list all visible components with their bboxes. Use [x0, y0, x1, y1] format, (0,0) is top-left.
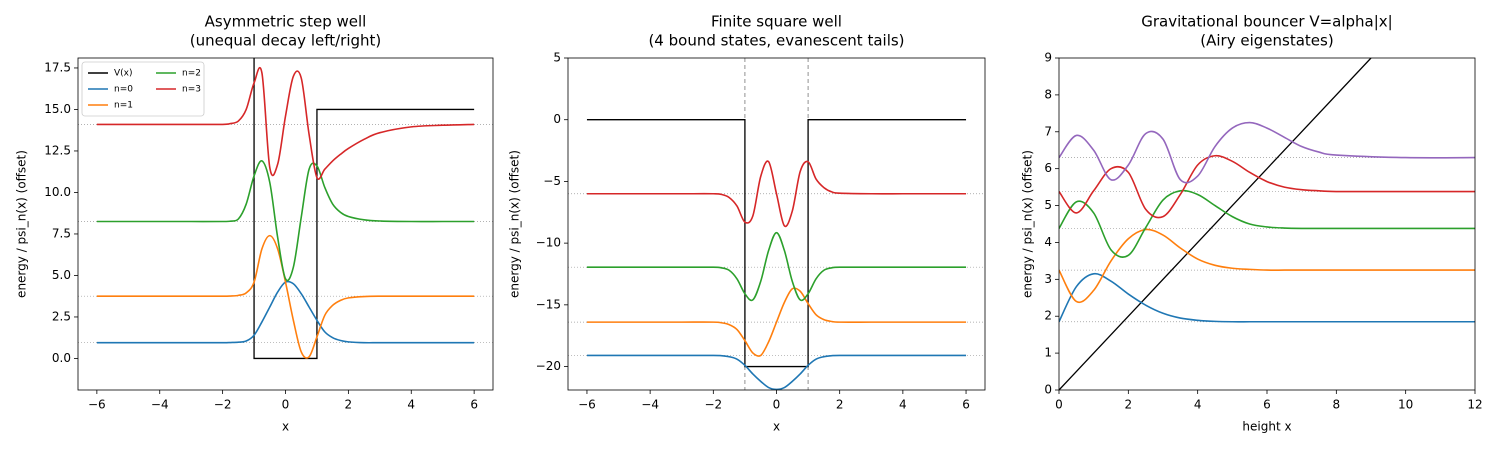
plot-area — [78, 58, 493, 360]
y-tick-label: −15 — [536, 297, 561, 311]
x-tick-label: −4 — [641, 398, 659, 412]
y-tick-label: 17.5 — [44, 60, 71, 74]
y-tick-label: 12.5 — [44, 143, 71, 157]
wavefunction-line — [96, 280, 475, 344]
x-axis-label: x — [282, 420, 289, 434]
x-tick-label: 0 — [1055, 398, 1063, 412]
chart-title: Asymmetric step well — [205, 13, 367, 31]
wavefunction-line — [586, 287, 967, 357]
axes-frame — [77, 57, 494, 391]
legend-label: n=0 — [114, 85, 133, 95]
x-tick-label: −6 — [578, 398, 596, 412]
y-tick-label: 6 — [1044, 161, 1052, 175]
legend-box — [81, 61, 205, 117]
y-tick-label: 0 — [1044, 383, 1052, 397]
potential-line — [586, 119, 967, 368]
y-tick-label: 5 — [553, 51, 561, 65]
axes-frame — [567, 57, 986, 391]
y-tick-label: 7 — [1044, 124, 1052, 138]
panel: Gravitational bouncer V=alpha|x|(Airy ei… — [1021, 13, 1483, 434]
wavefunction-line — [1059, 121, 1475, 184]
wavefunction-line — [1059, 154, 1475, 219]
y-tick-label: 15.0 — [44, 102, 71, 116]
y-tick-label: −10 — [536, 236, 561, 250]
chart-title: Gravitational bouncer V=alpha|x| — [1141, 13, 1392, 31]
chart-title: (Airy eigenstates) — [1200, 32, 1333, 50]
y-tick-label: 1 — [1044, 346, 1052, 360]
chart-title: (unequal decay left/right) — [190, 32, 382, 50]
y-axis-label: energy / psi_n(x) (offset) — [15, 150, 29, 298]
x-tick-label: 6 — [1263, 398, 1271, 412]
y-axis-label: energy / psi_n(x) (offset) — [508, 150, 522, 298]
legend-label: V(x) — [114, 69, 133, 79]
legend: V(x) n=0 n=1 n=2 n=3 — [81, 61, 205, 117]
x-axis-label: x — [773, 420, 780, 434]
panel: Finite square well(4 bound states, evane… — [508, 13, 986, 434]
y-tick-label: −5 — [543, 174, 561, 188]
plot-area — [1059, 58, 1475, 390]
x-tick-label: 6 — [962, 398, 970, 412]
y-tick-label: 9 — [1044, 51, 1052, 65]
legend-label: n=2 — [182, 69, 201, 79]
wavefunction-line — [586, 160, 967, 228]
y-tick-label: 3 — [1044, 272, 1052, 286]
y-tick-label: 0.0 — [52, 351, 71, 365]
x-tick-label: 2 — [345, 398, 353, 412]
x-tick-label: −4 — [151, 398, 169, 412]
wavefunction-line — [586, 354, 967, 390]
chart-title: (4 bound states, evanescent tails) — [648, 32, 904, 50]
y-tick-label: 5 — [1044, 198, 1052, 212]
x-tick-label: −2 — [214, 398, 232, 412]
x-tick-label: 4 — [1194, 398, 1202, 412]
x-tick-label: 8 — [1333, 398, 1341, 412]
y-tick-label: −20 — [536, 359, 561, 373]
potential-line — [253, 58, 475, 360]
x-tick-label: 12 — [1467, 398, 1482, 412]
x-tick-label: 2 — [836, 398, 844, 412]
y-tick-label: 10.0 — [44, 185, 71, 199]
potential-line — [1059, 58, 1372, 390]
wavefunction-line — [1059, 189, 1475, 258]
legend-label: n=1 — [114, 101, 133, 111]
legend-label: n=3 — [182, 85, 201, 95]
y-tick-label: 2 — [1044, 309, 1052, 323]
x-tick-label: 4 — [407, 398, 415, 412]
plot-area — [568, 58, 985, 390]
wavefunction-line — [1059, 228, 1475, 304]
x-tick-label: 0 — [282, 398, 290, 412]
y-tick-label: 7.5 — [52, 226, 71, 240]
y-axis-label: energy / psi_n(x) (offset) — [1021, 150, 1035, 298]
x-tick-label: 10 — [1398, 398, 1413, 412]
y-tick-label: 4 — [1044, 235, 1052, 249]
y-tick-label: 5.0 — [52, 268, 71, 282]
wavefunction-line — [96, 234, 475, 359]
y-tick-label: 0 — [553, 112, 561, 126]
x-tick-label: −6 — [88, 398, 106, 412]
wavefunction-line — [586, 231, 967, 302]
x-tick-label: 6 — [470, 398, 478, 412]
x-tick-label: 4 — [899, 398, 907, 412]
x-tick-label: 0 — [773, 398, 781, 412]
wavefunction-line — [96, 160, 475, 282]
panel: Asymmetric step well(unequal decay left/… — [15, 13, 494, 434]
y-tick-label: 8 — [1044, 87, 1052, 101]
wavefunction-line — [96, 66, 475, 180]
chart-title: Finite square well — [711, 13, 842, 31]
wavefunction-line — [1059, 272, 1475, 323]
x-tick-label: 2 — [1125, 398, 1133, 412]
x-axis-label: height x — [1242, 420, 1291, 434]
axes-frame — [1058, 57, 1476, 391]
y-tick-label: 2.5 — [52, 309, 71, 323]
x-tick-label: −2 — [704, 398, 722, 412]
